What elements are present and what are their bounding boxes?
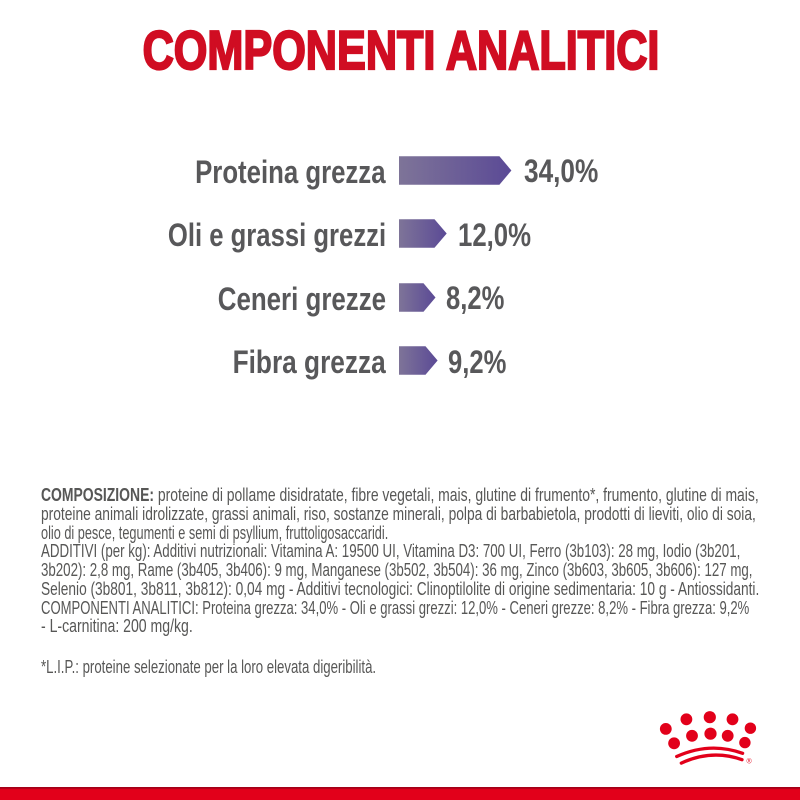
svg-text:®: ® [747,758,753,766]
